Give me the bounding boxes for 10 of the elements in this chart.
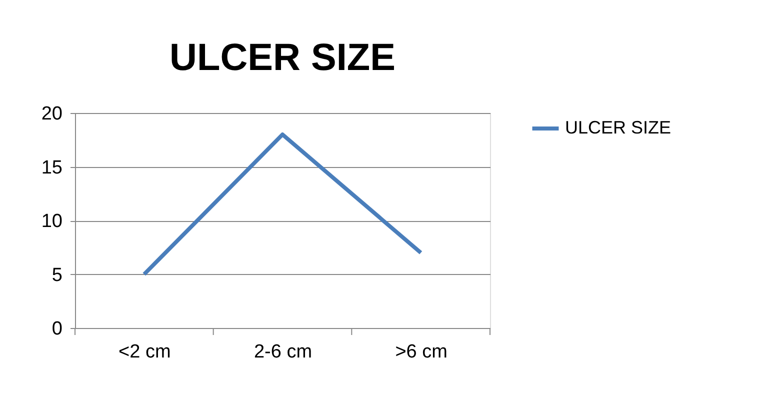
y-tick-label: 20 xyxy=(41,104,62,124)
y-tick-label: 15 xyxy=(41,157,62,178)
x-tick-label: <2 cm xyxy=(118,342,171,362)
y-tick-label: 10 xyxy=(41,211,62,232)
legend-label: ULCER SIZE xyxy=(565,118,672,138)
x-tick-label: 2-6 cm xyxy=(254,342,312,362)
y-tick-label: 0 xyxy=(52,318,62,340)
x-tick-label: >6 cm xyxy=(395,342,448,362)
y-tick-label: 5 xyxy=(52,264,62,286)
chart-title: ULCER SIZE xyxy=(170,37,396,79)
